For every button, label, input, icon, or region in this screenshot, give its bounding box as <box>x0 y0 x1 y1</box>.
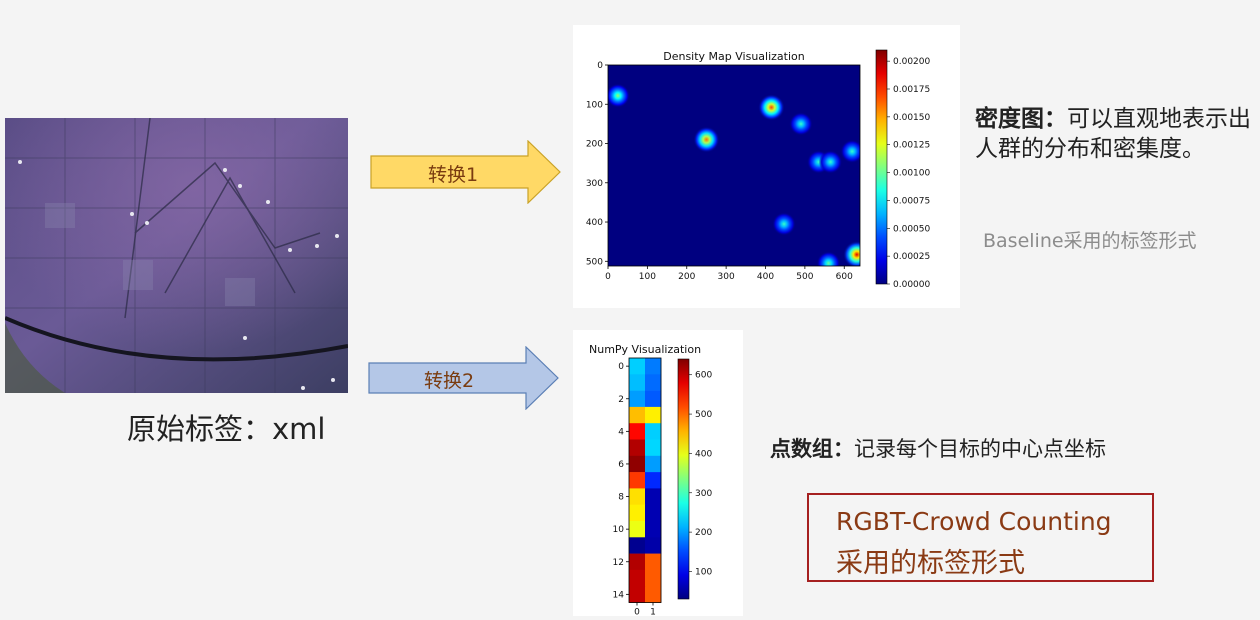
numpy-cell <box>629 390 646 408</box>
arrow-conversion-2: 转换2 <box>368 345 560 411</box>
numpy-cell <box>645 553 662 571</box>
density-y-tick: 100 <box>586 100 603 110</box>
numpy-colorbar-tick: 600 <box>695 371 712 381</box>
numpy-y-tick: 14 <box>613 590 625 600</box>
density-title: 密度图： <box>975 105 1067 132</box>
numpy-y-tick: 12 <box>613 558 624 568</box>
numpy-cell <box>629 537 646 554</box>
numpy-cell <box>629 423 646 440</box>
rgbt-callout-box: RGBT-Crowd Counting 采用的标签形式 <box>807 493 1154 582</box>
numpy-colorbar-tick: 100 <box>695 567 712 577</box>
numpy-x-tick: 1 <box>650 608 656 617</box>
density-x-tick: 200 <box>678 272 695 282</box>
density-x-tick: 300 <box>718 272 735 282</box>
density-colorbar-tick: 0.00100 <box>893 169 930 179</box>
numpy-cell <box>629 488 646 505</box>
density-x-tick: 600 <box>836 272 853 282</box>
density-x-tick: 400 <box>757 272 774 282</box>
numpy-cell <box>645 374 662 391</box>
numpy-cell <box>645 488 662 505</box>
density-x-tick: 500 <box>796 272 813 282</box>
numpy-cell <box>629 406 646 424</box>
density-blob <box>789 112 813 136</box>
numpy-x-tick: 0 <box>634 608 640 617</box>
numpy-cell <box>629 569 646 587</box>
density-colorbar-tick: 0.00125 <box>893 141 930 151</box>
rgbt-line-2: 采用的标签形式 <box>836 548 1025 579</box>
numpy-cell <box>645 423 662 440</box>
arrow-1-label: 转换1 <box>428 164 479 186</box>
numpy-cell <box>645 586 662 603</box>
density-y-tick: 0 <box>597 61 603 71</box>
density-blob <box>816 251 841 266</box>
density-blob <box>608 83 630 108</box>
density-x-tick: 0 <box>605 272 611 282</box>
numpy-cell <box>629 504 646 522</box>
numpy-cell <box>645 537 662 554</box>
original-label: 原始标签：xml <box>127 412 326 446</box>
numpy-cell <box>629 374 646 391</box>
numpy-y-tick: 4 <box>618 427 624 437</box>
density-blob <box>840 139 860 164</box>
density-colorbar-tick: 0.00150 <box>893 113 930 123</box>
numpy-cell <box>645 521 662 538</box>
numpy-cell <box>629 553 646 571</box>
density-y-tick: 400 <box>586 218 603 228</box>
numpy-y-tick: 2 <box>618 395 624 405</box>
density-colorbar-tick: 0.00200 <box>893 57 930 67</box>
numpy-chart: NumPy Visualization 0 2 4 6 8 10 12 14 0 1 100 200 30… <box>573 330 743 618</box>
points-title: 点数组： <box>770 436 854 461</box>
arrow-2-label: 转换2 <box>424 370 475 392</box>
numpy-cell <box>629 358 646 375</box>
numpy-y-tick: 0 <box>618 362 624 372</box>
numpy-cell <box>645 406 662 424</box>
density-description: 密度图：可以直观地表示出人群的分布和密集度。 <box>975 104 1253 164</box>
points-body: 记录每个目标的中心点坐标 <box>854 437 1106 461</box>
numpy-cell <box>629 521 646 538</box>
density-body: 可以直观地表示出人群的分布和密集度。 <box>975 106 1251 162</box>
numpy-colorbar <box>677 358 690 600</box>
arrow-conversion-1: 转换1 <box>370 139 562 205</box>
numpy-cell <box>629 472 646 489</box>
points-description: 点数组：记录每个目标的中心点坐标 <box>770 433 1106 463</box>
numpy-cell <box>645 504 662 522</box>
density-colorbar-tick: 0.00075 <box>893 196 930 206</box>
baseline-note: Baseline采用的标签形式 <box>983 230 1197 252</box>
numpy-y-tick: 10 <box>613 525 625 535</box>
density-map-chart: Density Map Visualization 0 100 200 300 400 50… <box>573 25 960 308</box>
density-blob <box>772 212 796 236</box>
numpy-y-tick: 8 <box>618 493 624 503</box>
numpy-colorbar-tick: 500 <box>695 410 712 420</box>
density-x-tick: 100 <box>639 272 656 282</box>
density-blob <box>843 241 860 266</box>
numpy-chart-title: NumPy Visualization <box>589 343 701 356</box>
numpy-cell <box>645 358 662 375</box>
density-y-tick: 200 <box>586 140 603 150</box>
density-colorbar-tick: 0.00050 <box>893 224 930 234</box>
density-blob <box>693 126 720 153</box>
density-blob <box>758 94 785 121</box>
density-colorbar <box>875 49 888 285</box>
density-blob <box>818 150 843 174</box>
original-image <box>5 118 348 393</box>
rgbt-line-1: RGBT-Crowd Counting <box>836 507 1112 536</box>
density-y-tick: 300 <box>586 179 603 189</box>
numpy-colorbar-tick: 200 <box>695 528 712 538</box>
numpy-cell <box>645 390 662 408</box>
numpy-cell <box>645 455 662 473</box>
density-colorbar-tick: 0.00000 <box>893 280 930 290</box>
numpy-colorbar-tick: 400 <box>695 449 712 459</box>
numpy-y-tick: 6 <box>618 460 624 470</box>
numpy-cell <box>629 586 646 603</box>
density-chart-title: Density Map Visualization <box>663 50 805 63</box>
numpy-cell <box>645 569 662 587</box>
numpy-cell <box>645 439 662 457</box>
numpy-cell <box>629 455 646 473</box>
numpy-cell <box>629 439 646 457</box>
density-colorbar-tick: 0.00175 <box>893 85 930 95</box>
numpy-colorbar-tick: 300 <box>695 489 712 499</box>
density-y-tick: 500 <box>586 257 603 267</box>
density-colorbar-tick: 0.00025 <box>893 252 930 262</box>
numpy-cell <box>645 472 662 489</box>
